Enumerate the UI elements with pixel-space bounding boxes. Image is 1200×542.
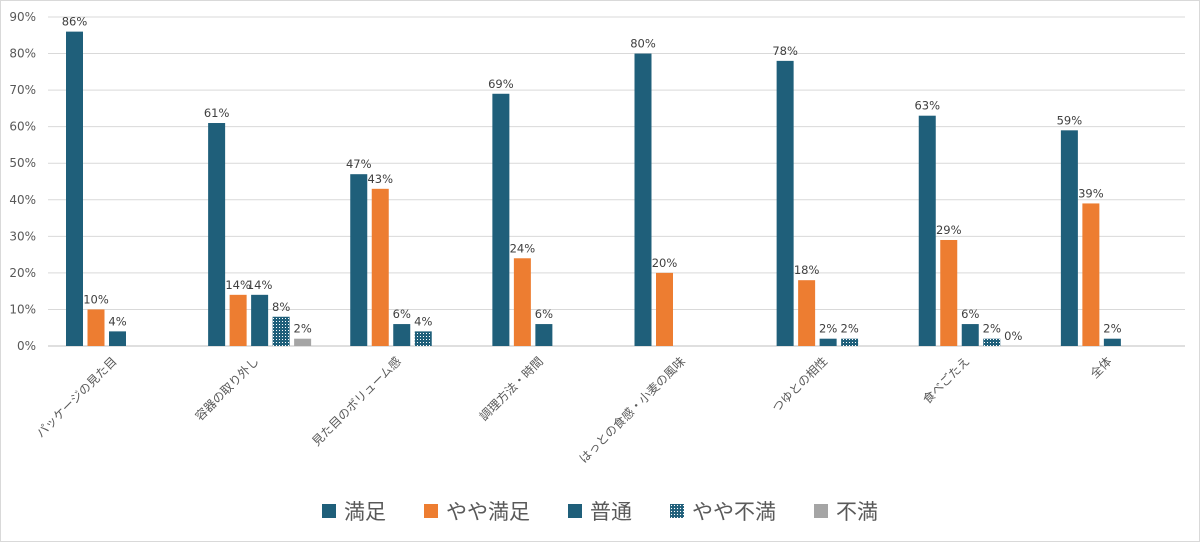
legend-swatch — [322, 504, 336, 518]
bar — [634, 53, 652, 347]
data-label: 47% — [346, 157, 372, 171]
legend-label: 不満 — [836, 500, 878, 524]
data-label: 24% — [510, 241, 536, 255]
data-label: 86% — [62, 15, 88, 29]
y-tick-label: 80% — [9, 47, 36, 61]
bar — [414, 331, 432, 346]
bar — [492, 93, 510, 347]
bar — [251, 294, 269, 346]
y-axis: 0% 10% 20% 30% 40% 50% 60% 70% 80% 90% — [9, 10, 36, 353]
bar — [87, 309, 105, 346]
category-label: つゆとの相性 — [770, 354, 831, 415]
bars — [66, 31, 1121, 347]
x-axis: パッケージの見た目 容器の取り外し 見た目のボリューム感 調理方法・時間 はっとの食感・… — [34, 354, 1115, 466]
legend-label: やや不満 — [692, 500, 776, 524]
data-label: 2% — [1103, 322, 1121, 336]
bar — [535, 324, 553, 346]
bar — [371, 188, 389, 346]
bar — [940, 239, 958, 346]
legend-item: やや満足 — [424, 496, 530, 526]
data-label: 4% — [414, 314, 432, 328]
data-label: 18% — [794, 263, 820, 277]
legend-label: 満足 — [344, 500, 386, 524]
y-tick-label: 50% — [9, 156, 36, 170]
bar — [109, 331, 126, 346]
data-labels: 86% 61% 47% 69% 80% 78% 63% 59% 10% 14% 43% 24% 20% 1… — [62, 15, 1122, 343]
bar — [918, 115, 936, 346]
category-label: 調理方法・時間 — [476, 354, 546, 424]
bar — [229, 294, 247, 346]
legend-item: 満足 — [322, 496, 386, 526]
data-label: 0% — [1004, 329, 1022, 343]
bar — [272, 316, 290, 346]
data-label: 14% — [225, 278, 251, 292]
y-tick-label: 60% — [9, 120, 36, 134]
data-label: 2% — [841, 322, 859, 336]
bar — [1082, 203, 1100, 346]
legend-item: 普通 — [568, 496, 632, 526]
data-label: 2% — [983, 322, 1001, 336]
y-tick-label: 40% — [9, 193, 36, 207]
legend-swatch — [670, 504, 684, 518]
y-tick-label: 30% — [9, 229, 36, 243]
bar — [294, 338, 312, 346]
bar — [66, 31, 83, 346]
data-label: 10% — [83, 292, 109, 306]
data-label: 14% — [247, 278, 273, 292]
y-tick-label: 10% — [9, 302, 36, 316]
data-label: 8% — [272, 300, 290, 314]
y-tick-label: 20% — [9, 266, 36, 280]
data-label: 80% — [630, 37, 656, 51]
legend-item: 不満 — [814, 496, 878, 526]
bar — [350, 174, 368, 346]
bar — [983, 338, 1001, 346]
bar — [961, 324, 979, 346]
bar — [841, 338, 859, 346]
data-label: 29% — [936, 223, 962, 237]
legend-swatch — [814, 504, 828, 518]
y-tick-label: 90% — [9, 10, 36, 24]
legend-swatch — [424, 504, 438, 518]
legend-swatch — [568, 504, 582, 518]
bar — [393, 324, 411, 346]
legend-item: やや不満 — [670, 496, 776, 526]
data-label: 39% — [1078, 186, 1104, 200]
category-label: 見た目のボリューム感 — [309, 354, 404, 449]
bar — [513, 258, 531, 346]
category-label: はっとの食感・小麦の風味 — [576, 354, 688, 466]
bar — [208, 123, 226, 346]
legend: 満足 やや満足 普通 やや不満 不満 — [0, 494, 1200, 528]
y-tick-label: 0% — [17, 339, 36, 353]
data-label: 2% — [294, 322, 312, 336]
data-label: 43% — [367, 172, 393, 186]
category-label: 容器の取り外し — [192, 354, 262, 424]
category-label: パッケージの見た目 — [34, 354, 120, 440]
data-label: 2% — [819, 322, 837, 336]
bar — [656, 272, 673, 346]
category-label: 全体 — [1087, 354, 1115, 382]
bar — [1103, 338, 1121, 346]
data-label: 63% — [914, 99, 940, 113]
bar — [819, 338, 837, 346]
data-label: 59% — [1057, 113, 1083, 127]
data-label: 78% — [772, 44, 798, 58]
legend-label: 普通 — [590, 500, 632, 524]
data-label: 69% — [488, 77, 514, 91]
bar — [798, 280, 816, 346]
y-tick-label: 70% — [9, 83, 36, 97]
data-label: 61% — [204, 106, 230, 120]
category-label: 食べごたえ — [919, 354, 972, 407]
data-label: 6% — [393, 307, 411, 321]
data-label: 6% — [961, 307, 979, 321]
bar — [776, 60, 794, 346]
data-label: 20% — [652, 256, 678, 270]
data-label: 4% — [108, 314, 126, 328]
data-label: 6% — [535, 307, 553, 321]
legend-label: やや満足 — [446, 500, 530, 524]
bar — [1060, 130, 1078, 346]
